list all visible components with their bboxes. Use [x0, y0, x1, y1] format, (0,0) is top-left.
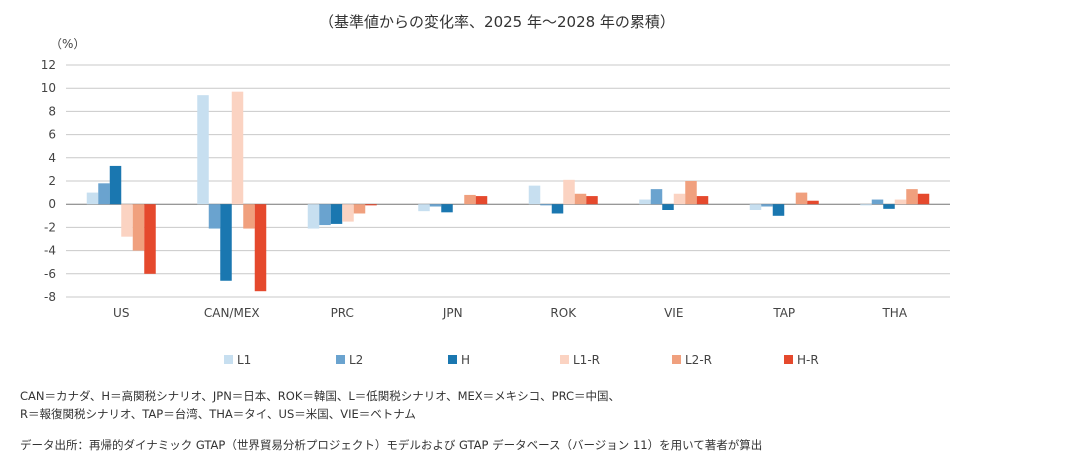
- bar-h-can-mex: [220, 204, 232, 281]
- bar-l1-r-vie: [673, 193, 686, 205]
- legend-label-l2: L2: [349, 353, 363, 367]
- y-tick-label: 12: [41, 58, 56, 72]
- legend-label-l1-r: L1-R: [573, 353, 600, 367]
- bar-l1-r-can-mex: [231, 91, 244, 205]
- bar-h-r-jpn: [475, 196, 488, 205]
- bar-l2-r-prc: [353, 204, 366, 214]
- bar-l1-tha: [860, 204, 872, 206]
- bar-h-tha: [883, 204, 895, 209]
- bar-h-r-us: [144, 204, 156, 274]
- bar-h-r-rok: [586, 196, 598, 205]
- y-tick-label: 4: [48, 151, 56, 165]
- bar-l1-tap: [749, 204, 762, 210]
- y-tick-label: -6: [44, 267, 56, 281]
- bars: [86, 91, 930, 292]
- bar-l1-vie: [639, 199, 651, 205]
- bar-l1-rok: [528, 185, 541, 205]
- chart-title: （基準値からの変化率、2025 年～2028 年の累積）: [319, 13, 675, 31]
- x-category-label: ROK: [550, 306, 577, 320]
- bar-l2-prc: [319, 204, 331, 226]
- y-tick-label: -8: [44, 290, 56, 304]
- x-category-label: CAN/MEX: [204, 306, 260, 320]
- legend-swatch-l1-r: [560, 355, 569, 364]
- legend-swatch-h: [448, 355, 457, 364]
- legend-swatch-l1: [224, 355, 233, 364]
- bar-l2-tap: [761, 204, 773, 207]
- legend-swatch-h-r: [784, 355, 793, 364]
- y-tick-label: -2: [44, 220, 56, 234]
- abbreviation-note-line-1: CAN＝カナダ、H＝高関税シナリオ、JPN＝日本、ROK＝韓国、L＝低関税シナリ…: [20, 389, 621, 403]
- bar-h-r-can-mex: [254, 204, 267, 292]
- bar-l1-r-tha: [894, 199, 907, 205]
- bar-l2-r-jpn: [464, 194, 476, 205]
- bar-h-vie: [662, 204, 674, 210]
- x-category-label: PRC: [331, 306, 354, 320]
- bar-l2-rok: [540, 204, 552, 206]
- bar-l1-r-prc: [342, 204, 354, 222]
- bar-h-jpn: [441, 204, 453, 213]
- legend-swatch-l2-r: [672, 355, 681, 364]
- legend-label-l2-r: L2-R: [685, 353, 712, 367]
- bar-h-r-tha: [917, 193, 930, 205]
- legend-label-h: H: [461, 353, 470, 367]
- bar-l2-r-vie: [685, 181, 697, 205]
- bar-chart: （基準値からの変化率、2025 年～2028 年の累積） （%） 12 10 8 6 4…: [41, 13, 950, 367]
- legend: L1 L2 H L1-R L2-R H-R: [224, 353, 819, 367]
- x-category-label: THA: [881, 306, 907, 320]
- bar-h-r-vie: [696, 196, 709, 205]
- bar-l1-us: [86, 192, 99, 205]
- x-category-label: JPN: [442, 306, 463, 320]
- bar-l1-can-mex: [197, 95, 209, 205]
- y-axis-ticks: 12 10 8 6 4 2 0 -2 -4 -6 -8: [41, 58, 56, 304]
- bar-l1-jpn: [418, 204, 430, 212]
- y-tick-label: 6: [48, 128, 56, 142]
- bar-h-rok: [551, 204, 564, 214]
- bar-l2-r-rok: [574, 193, 587, 205]
- bar-h-r-tap: [807, 200, 819, 205]
- x-axis-categories: US CAN/MEX PRC JPN ROK VIE TAP THA: [113, 306, 908, 320]
- bar-h-prc: [330, 204, 343, 224]
- y-tick-label: 10: [41, 81, 56, 95]
- bar-h-tap: [772, 204, 785, 216]
- legend-swatch-l2: [336, 355, 345, 364]
- bar-l2-r-us: [132, 204, 145, 251]
- bar-l2-can-mex: [208, 204, 221, 229]
- bar-l1-r-us: [121, 204, 133, 237]
- data-source-note: データ出所：再帰的ダイナミック GTAP（世界貿易分析プロジェクト）モデルおよび…: [20, 438, 763, 452]
- bar-l2-r-tap: [795, 192, 808, 205]
- y-tick-label: 2: [48, 174, 56, 188]
- bar-l1-prc: [307, 204, 320, 229]
- abbreviation-note-line-2: R＝報復関税シナリオ、TAP＝台湾、THA＝タイ、US＝米国、VIE＝ベトナム: [20, 407, 416, 421]
- legend-label-l1: L1: [237, 353, 251, 367]
- bar-l2-tha: [871, 199, 884, 205]
- y-axis-unit-label: （%）: [50, 37, 85, 51]
- y-tick-label: 0: [48, 197, 56, 211]
- bar-l2-us: [98, 183, 110, 205]
- legend-label-h-r: H-R: [797, 353, 819, 367]
- bar-l2-r-can-mex: [243, 204, 255, 229]
- bar-l2-r-tha: [906, 189, 918, 205]
- x-category-label: TAP: [772, 306, 795, 320]
- bar-l2-vie: [650, 189, 663, 205]
- y-tick-label: -4: [44, 244, 56, 258]
- bar-l2-jpn: [429, 204, 442, 207]
- y-tick-label: 8: [48, 104, 56, 118]
- x-category-label: VIE: [664, 306, 683, 320]
- x-category-label: US: [113, 306, 129, 320]
- bar-h-r-prc: [365, 204, 377, 206]
- bar-h-us: [109, 165, 122, 205]
- bar-l1-r-rok: [563, 179, 575, 205]
